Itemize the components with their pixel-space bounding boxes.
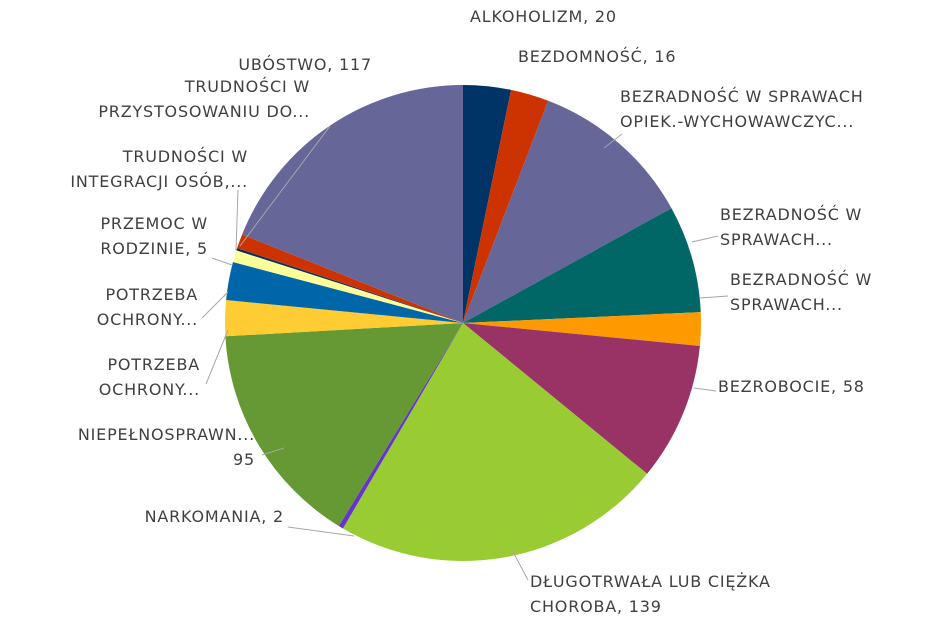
label-line: BEZROBOCIE, 58: [718, 377, 865, 396]
pie-slice: [463, 89, 549, 323]
leader-line: [205, 329, 229, 385]
leader-line: [603, 133, 623, 149]
label-line: RODZINIE, 5: [100, 239, 208, 258]
leader-line: [287, 526, 355, 537]
label-line: ALKOHOLIZM, 20: [470, 7, 617, 26]
data-label: BEZRADNOŚĆ W SPRAWACH...: [720, 205, 862, 249]
pie-slice: [463, 312, 701, 346]
data-label: POTRZEBA OCHRONY...: [99, 355, 200, 399]
label-line: OCHRONY...: [97, 310, 198, 329]
leader-line: [691, 235, 719, 243]
label-line: INTEGRACJI OSÓB,...: [70, 172, 248, 191]
data-label: PRZEMOC W RODZINIE, 5: [100, 214, 208, 258]
pie-slice: [225, 323, 463, 527]
pie-slice: [237, 234, 463, 323]
data-label: ALKOHOLIZM, 20: [470, 7, 617, 26]
leader-line: [699, 295, 729, 299]
leader-line: [201, 291, 229, 319]
label-line: BEZDOMNOŚĆ, 16: [518, 47, 676, 66]
pie-slice: [463, 208, 701, 323]
leader-line: [239, 125, 331, 247]
label-line: NIEPEŁNOSPRAWN...: [78, 425, 255, 444]
data-label: BEZDOMNOŚĆ, 16: [518, 47, 676, 66]
label-line: POTRZEBA: [105, 285, 198, 304]
data-label: DŁUGOTRWAŁA LUB CIĘŻKA CHOROBA, 139: [530, 572, 771, 616]
label-line: 95: [233, 450, 255, 469]
pie-slice: [232, 250, 463, 323]
pie-slice: [226, 261, 463, 323]
label-line: DŁUGOTRWAŁA LUB CIĘŻKA: [530, 572, 771, 591]
pie-slice: [463, 100, 672, 323]
label-line: CHOROBA, 139: [530, 597, 662, 616]
data-label: UBÓSTWO, 117: [238, 55, 372, 74]
data-label: NARKOMANIA, 2: [145, 507, 284, 526]
pie-slice: [242, 85, 463, 323]
label-line: SPRAWACH...: [730, 295, 843, 314]
pie-slice: [236, 248, 463, 323]
data-label: BEZRADNOŚĆ W SPRAWACH...: [730, 270, 872, 314]
pie-slice: [342, 323, 648, 562]
label-line: SPRAWACH...: [720, 230, 833, 249]
data-label: BEZROBOCIE, 58: [718, 377, 865, 396]
label-line: OCHRONY...: [99, 380, 200, 399]
pie-slice: [463, 85, 512, 323]
pie-slice: [225, 300, 463, 337]
label-line: PRZEMOC W: [100, 214, 208, 233]
data-label: TRUDNOŚCI W INTEGRACJI OSÓB,...: [70, 147, 248, 191]
pie-slice: [463, 323, 700, 474]
leader-line: [235, 189, 239, 251]
label-line: TRUDNOŚCI W: [122, 147, 248, 166]
leader-line: [511, 549, 529, 581]
label-line: UBÓSTWO, 117: [238, 55, 372, 74]
label-line: OPIEK.-WYCHOWAWCZYC...: [620, 112, 854, 131]
label-line: POTRZEBA: [107, 355, 200, 374]
leader-line: [261, 447, 285, 456]
label-line: BEZRADNOŚĆ W SPRAWACH: [620, 87, 864, 106]
data-label: NIEPEŁNOSPRAWN... 95: [78, 425, 255, 469]
data-label: TRUDNOŚCI W PRZYSTOSOWANIU DO...: [98, 77, 310, 121]
label-line: PRZYSTOSOWANIU DO...: [98, 102, 310, 121]
label-line: BEZRADNOŚĆ W: [720, 205, 862, 224]
data-label: BEZRADNOŚĆ W SPRAWACH OPIEK.-WYCHOWAWCZYC…: [620, 87, 864, 131]
leader-line: [211, 257, 233, 266]
data-label: POTRZEBA OCHRONY...: [97, 285, 198, 329]
pie-slice: [338, 323, 463, 529]
label-line: BEZRADNOŚĆ W: [730, 270, 872, 289]
label-line: NARKOMANIA, 2: [145, 507, 284, 526]
leader-line: [693, 387, 717, 392]
label-line: TRUDNOŚCI W: [184, 77, 310, 96]
